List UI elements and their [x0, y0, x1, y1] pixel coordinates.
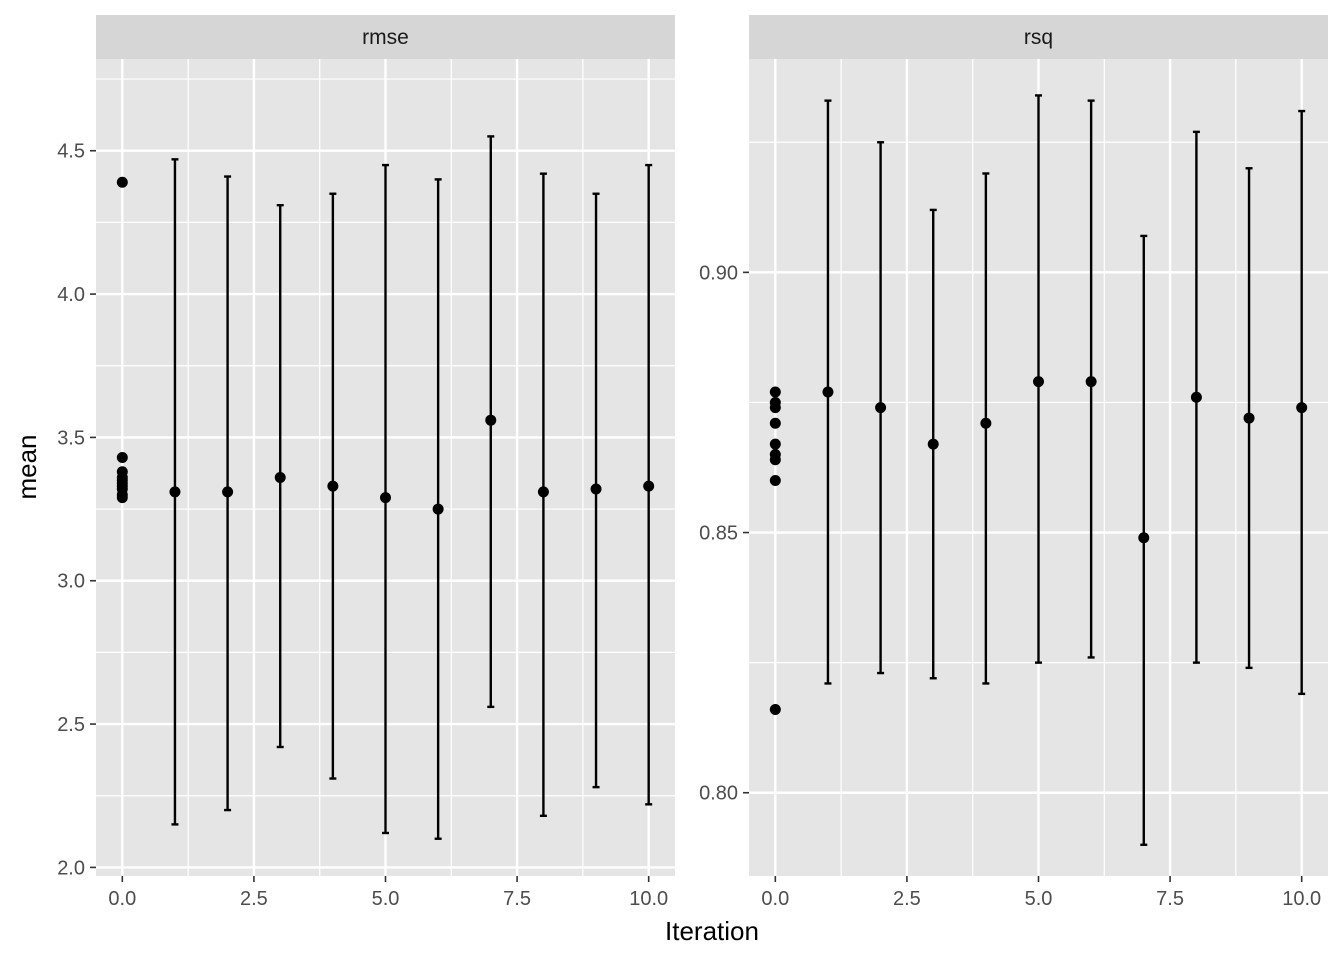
mean-point: [1296, 402, 1308, 414]
strip-bg-rmse: [96, 15, 675, 59]
x-tick-label: 0.0: [108, 888, 136, 910]
mean-point: [485, 414, 497, 426]
mean-point: [822, 386, 834, 398]
x-tick-label: 2.5: [240, 888, 268, 910]
y-tick-label: 3.0: [57, 571, 85, 593]
initial-point: [769, 438, 781, 450]
initial-point: [769, 417, 781, 429]
mean-point: [927, 438, 939, 450]
mean-point: [380, 492, 391, 504]
initial-point: [769, 386, 781, 398]
x-tick-label: 5.0: [1025, 888, 1053, 910]
x-tick-label: 10.0: [1282, 888, 1321, 910]
mean-point: [537, 486, 549, 498]
initial-point: [116, 176, 128, 188]
panel-rsq: rsq 0.0 2.5 5.0 7.5 10.0 0.80 0.85 0.90: [699, 15, 1328, 910]
initial-point: [769, 402, 781, 414]
x-axis-title: Iteration: [665, 916, 759, 946]
strip-label-rmse: rmse: [362, 26, 409, 49]
mean-point: [1243, 412, 1255, 424]
initial-point: [769, 475, 781, 487]
mean-point: [643, 480, 655, 492]
y-tick-label: 2.5: [57, 714, 85, 736]
y-tick-label: 0.90: [699, 262, 738, 284]
mean-point: [590, 483, 602, 495]
x-tick-label: 0.0: [761, 888, 789, 910]
mean-point: [222, 486, 234, 498]
x-tick-label: 2.5: [893, 888, 921, 910]
y-tick-label: 0.85: [699, 523, 738, 545]
y-tick-label: 3.5: [57, 427, 85, 449]
mean-point: [1138, 532, 1150, 544]
mean-point: [432, 503, 444, 515]
initial-point: [769, 454, 781, 466]
strip-label-rsq: rsq: [1024, 26, 1053, 49]
mean-point: [875, 402, 887, 414]
mean-point: [1190, 391, 1202, 403]
mean-point: [274, 472, 286, 484]
y-tick-label: 4.5: [57, 141, 85, 163]
x-tick-label: 7.5: [503, 888, 531, 910]
x-tick-label: 5.0: [372, 888, 400, 910]
x-tick-label: 7.5: [1156, 888, 1184, 910]
panel-rmse: rmse 0.0 2.5 5.0 7.5 10.0 2.0 2.5 3.0 3.5 4.0 4.5: [57, 15, 675, 910]
mean-point: [980, 417, 992, 429]
mean-point: [327, 480, 339, 492]
y-tick-label: 0.80: [699, 783, 738, 805]
strip-bg-rsq: [749, 15, 1328, 59]
x-tick-label: 10.0: [629, 888, 668, 910]
initial-point: [769, 703, 781, 715]
y-axis-title: mean: [12, 434, 42, 499]
mean-point: [1033, 376, 1044, 388]
y-tick-label: 2.0: [57, 857, 85, 879]
mean-point: [1085, 376, 1097, 388]
initial-point: [116, 492, 128, 504]
mean-point: [169, 486, 181, 498]
initial-point: [116, 451, 128, 463]
y-tick-label: 4.0: [57, 284, 85, 306]
